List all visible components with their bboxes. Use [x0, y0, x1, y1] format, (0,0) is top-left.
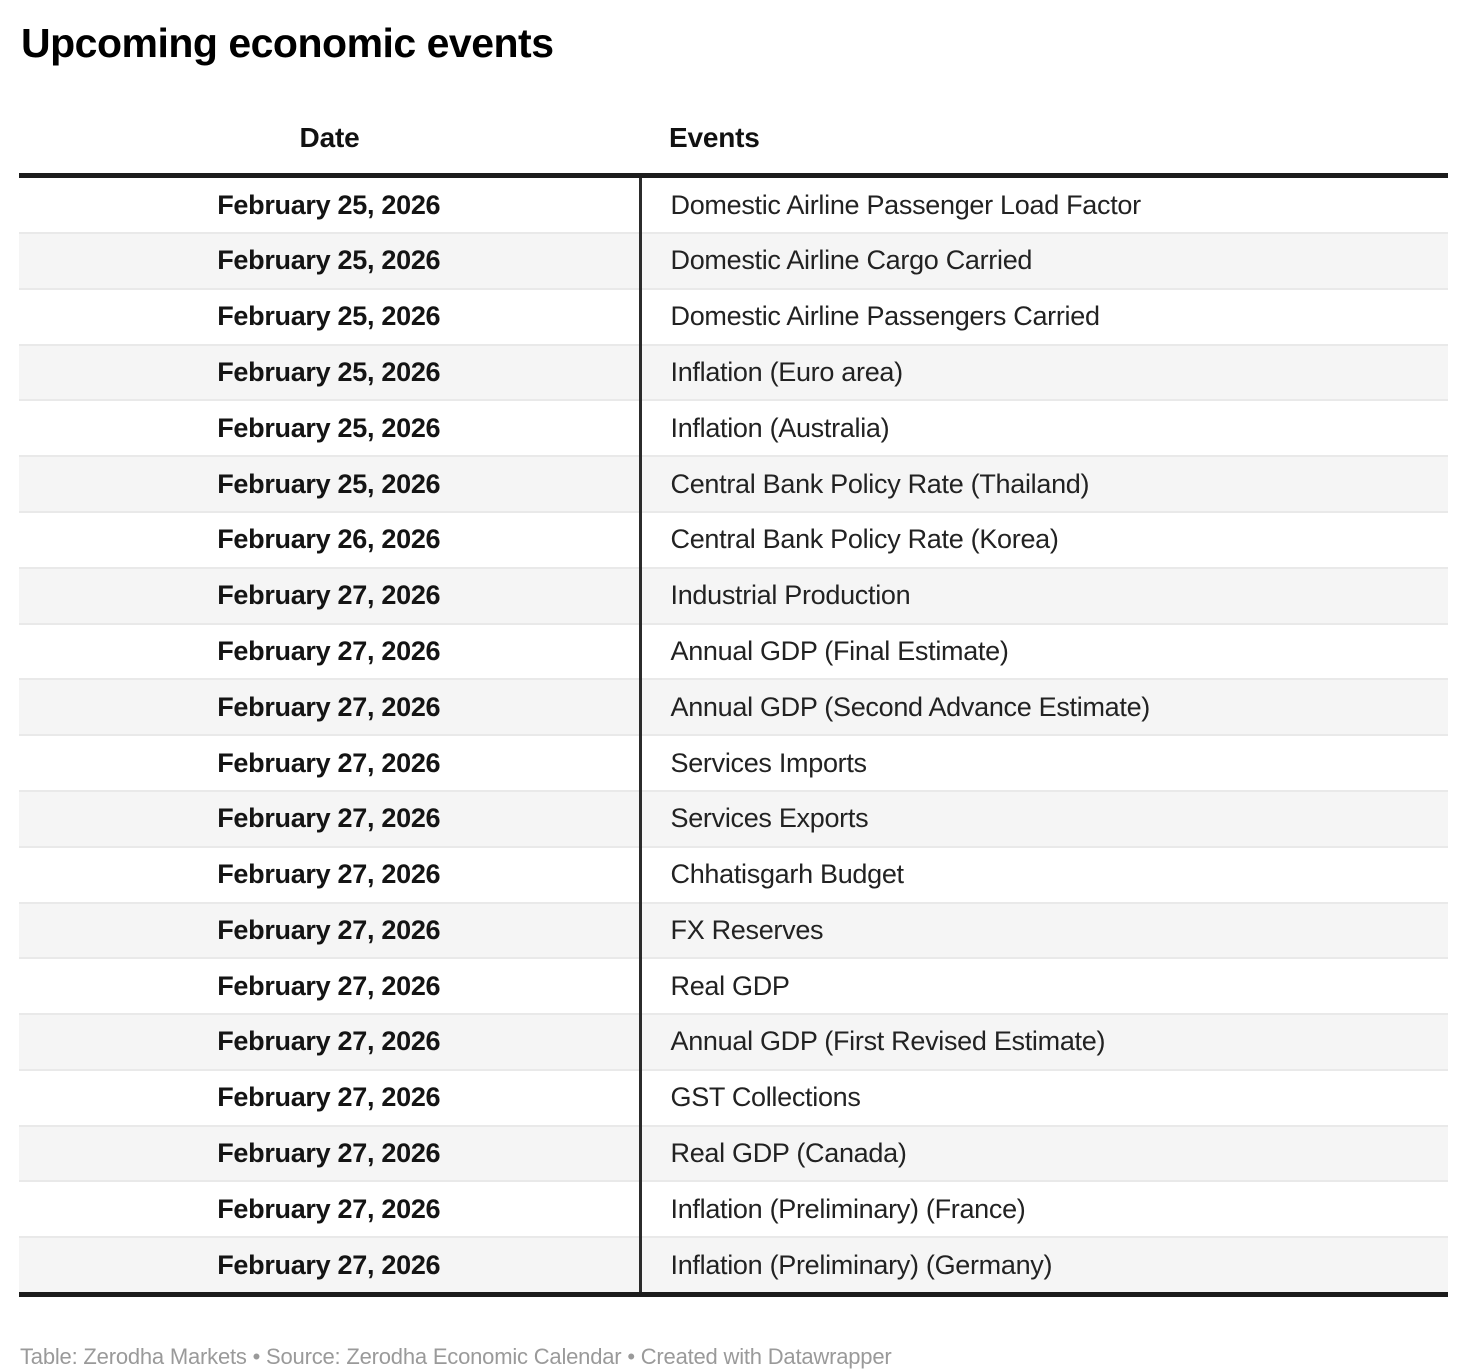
date-cell: February 25, 2026	[19, 288, 642, 346]
event-cell: Inflation (Euro area)	[640, 344, 1448, 402]
date-cell: February 27, 2026	[19, 1181, 642, 1239]
event-cell: Annual GDP (First Revised Estimate)	[640, 1014, 1448, 1071]
date-cell: February 27, 2026	[19, 567, 642, 625]
table-row: February 27, 2026 Industrial Production	[19, 567, 1448, 625]
date-cell: February 25, 2026	[19, 344, 642, 402]
column-header-date: Date	[19, 124, 640, 179]
table-body: February 25, 2026 Domestic Airline Passen…	[19, 175, 1448, 1298]
event-cell: Inflation (Preliminary) (France)	[640, 1181, 1448, 1239]
date-cell: February 27, 2026	[19, 902, 642, 960]
date-cell: February 27, 2026	[19, 735, 642, 792]
table-row: February 27, 2026 Annual GDP (First Revis…	[19, 1014, 1448, 1071]
table-row: February 27, 2026 Inflation (Preliminary)…	[19, 1181, 1448, 1239]
table-row: February 25, 2026 Domestic Airline Passen…	[19, 175, 1448, 234]
table-row: February 27, 2026 Services Exports	[19, 790, 1448, 848]
event-cell: Central Bank Policy Rate (Korea)	[640, 511, 1448, 569]
event-cell: Services Imports	[640, 735, 1448, 792]
table-row: February 27, 2026 Real GDP (Canada)	[19, 1125, 1448, 1183]
event-cell: Real GDP (Canada)	[640, 1125, 1448, 1183]
event-cell: Domestic Airline Cargo Carried	[640, 232, 1448, 290]
table-row: February 26, 2026 Central Bank Policy Rat…	[19, 511, 1448, 569]
table-row: February 27, 2026 Annual GDP (Final Estim…	[19, 623, 1448, 681]
date-cell: February 27, 2026	[19, 958, 642, 1016]
event-cell: Real GDP	[640, 958, 1448, 1016]
event-cell: Chhatisgarh Budget	[640, 846, 1448, 904]
event-cell: Annual GDP (Final Estimate)	[640, 623, 1448, 681]
event-cell: Industrial Production	[640, 567, 1448, 625]
table-row: February 27, 2026 Inflation (Preliminary)…	[19, 1237, 1448, 1298]
table-row: February 27, 2026 Services Imports	[19, 735, 1448, 792]
table-row: February 25, 2026 Central Bank Policy Rat…	[19, 456, 1448, 513]
table-header: Date Events	[19, 124, 1448, 179]
date-cell: February 27, 2026	[19, 1014, 642, 1071]
table-row: February 27, 2026 GST Collections	[19, 1069, 1448, 1127]
table-row: February 25, 2026 Inflation (Euro area)	[19, 344, 1448, 402]
event-cell: Inflation (Australia)	[640, 400, 1448, 458]
economic-events-table: Date Events February 25, 2026 Domestic Ai…	[19, 124, 1448, 1298]
page-title: Upcoming economic events	[21, 20, 554, 66]
event-cell: Annual GDP (Second Advance Estimate)	[640, 679, 1448, 737]
date-cell: February 25, 2026	[19, 456, 642, 513]
event-cell: Central Bank Policy Rate (Thailand)	[640, 456, 1448, 513]
event-cell: GST Collections	[640, 1069, 1448, 1127]
date-cell: February 27, 2026	[19, 1069, 642, 1127]
event-cell: Domestic Airline Passengers Carried	[640, 288, 1448, 346]
date-cell: February 27, 2026	[19, 846, 642, 904]
event-cell: FX Reserves	[640, 902, 1448, 960]
date-cell: February 25, 2026	[19, 232, 642, 290]
event-cell: Inflation (Preliminary) (Germany)	[640, 1237, 1448, 1298]
date-cell: February 27, 2026	[19, 790, 642, 848]
table-row: February 27, 2026 Real GDP	[19, 958, 1448, 1016]
date-cell: February 27, 2026	[19, 679, 642, 737]
date-cell: February 25, 2026	[19, 400, 642, 458]
date-cell: February 26, 2026	[19, 511, 642, 569]
table-row: February 25, 2026 Domestic Airline Passen…	[19, 288, 1448, 346]
column-header-events: Events	[640, 124, 1448, 179]
attribution-footer: Table: Zerodha Markets • Source: Zerodha…	[20, 1344, 892, 1370]
header-row: Date Events	[19, 124, 1448, 179]
table-row: February 27, 2026 Annual GDP (Second Adva…	[19, 679, 1448, 737]
table-row: February 25, 2026 Inflation (Australia)	[19, 400, 1448, 458]
date-cell: February 27, 2026	[19, 623, 642, 681]
date-cell: February 27, 2026	[19, 1237, 642, 1298]
date-cell: February 27, 2026	[19, 1125, 642, 1183]
table-row: February 27, 2026 Chhatisgarh Budget	[19, 846, 1448, 904]
event-cell: Domestic Airline Passenger Load Factor	[640, 175, 1448, 234]
event-cell: Services Exports	[640, 790, 1448, 848]
table-row: February 25, 2026 Domestic Airline Cargo …	[19, 232, 1448, 290]
table-row: February 27, 2026 FX Reserves	[19, 902, 1448, 960]
date-cell: February 25, 2026	[19, 175, 642, 234]
